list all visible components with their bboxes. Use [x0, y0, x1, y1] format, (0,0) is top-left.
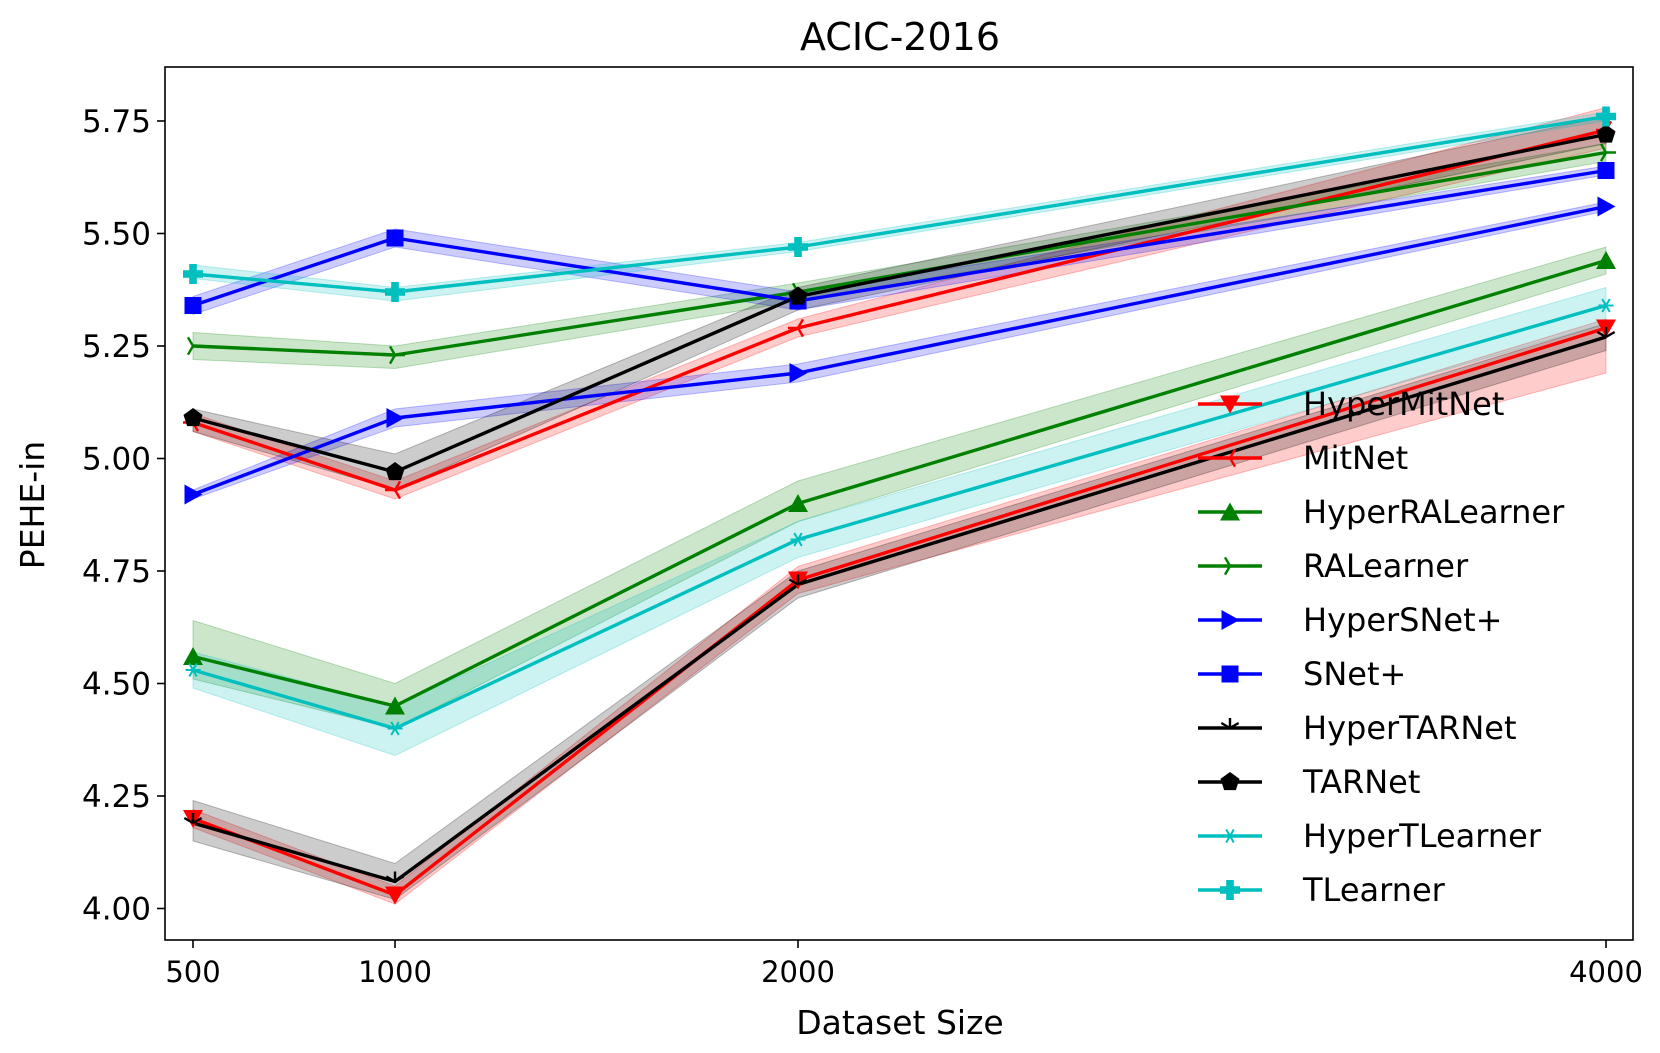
y-tick-label: 4.75 — [82, 554, 151, 590]
line-hypertlearner — [192, 303, 1607, 731]
point-hyperralearner-1000 — [385, 696, 405, 715]
legend-label-hypersnet: HyperSNet+ — [1303, 601, 1502, 639]
point-ralearner-4000 — [1599, 143, 1616, 162]
point-mitnet-1000 — [385, 480, 402, 500]
point-hypersnet-500 — [184, 484, 203, 505]
legend-label-tlearner: TLearner — [1302, 871, 1446, 909]
point-snet-500 — [184, 297, 202, 314]
x-axis: 500 1000 2000 4000 — [165, 940, 1643, 989]
point-hypersnet-2000 — [789, 363, 808, 383]
point-hypersnet-4000 — [1597, 196, 1616, 217]
y-axis-label: PEHE-in — [13, 441, 52, 569]
point-hypertarnet-4000 — [1596, 327, 1616, 339]
point-tlearner-4000 — [1596, 106, 1616, 127]
line-hyperralearner — [192, 258, 1607, 708]
point-hypertlearner-1000 — [387, 721, 403, 736]
point-hyperralearner-500 — [183, 647, 203, 665]
point-hypertarnet-1000 — [385, 871, 405, 883]
y-axis: 4.00 4.25 4.50 4.75 5.00 5.25 5.50 5.75 — [82, 104, 165, 928]
line-hypermitnet — [192, 326, 1607, 897]
x-tick-label: 2000 — [761, 955, 835, 989]
point-hypertlearner-2000 — [790, 532, 806, 547]
point-snet-4000 — [1597, 162, 1615, 179]
x-tick-label: 1000 — [358, 955, 432, 989]
point-tlearner-500 — [183, 264, 203, 284]
legend-label-hypertarnet: HyperTARNet — [1303, 709, 1517, 747]
chart-title: ACIC-2016 — [800, 15, 1000, 59]
legend-label-ralearner: RALearner — [1303, 547, 1469, 585]
line-hypersnet — [192, 204, 1607, 497]
series-lines — [192, 114, 1607, 897]
point-snet-1000 — [386, 229, 404, 247]
y-tick-label: 4.50 — [82, 667, 151, 703]
legend-marker-hyperralearner — [1220, 502, 1240, 521]
point-mitnet-2000 — [788, 318, 805, 338]
legend-marker-snet — [1221, 665, 1239, 683]
line-hypertarnet — [192, 335, 1607, 884]
y-tick-label: 4.25 — [82, 779, 151, 815]
point-tlearner-1000 — [385, 282, 405, 302]
legend-marker-hypersnet — [1221, 610, 1240, 630]
legend-label-mitnet: MitNet — [1303, 439, 1408, 477]
band-hypertarnet — [192, 322, 1607, 901]
x-tick-label: 4000 — [1569, 955, 1643, 989]
y-tick-label: 5.00 — [82, 442, 151, 478]
point-tarnet-1000 — [385, 462, 405, 481]
point-hyperralearner-4000 — [1596, 251, 1616, 269]
band-ralearner — [192, 142, 1607, 370]
legend-label-tarnet: TARNet — [1302, 763, 1420, 801]
y-tick-label: 4.00 — [82, 892, 151, 928]
y-tick-label: 5.25 — [82, 329, 151, 365]
point-hypertarnet-2000 — [788, 574, 808, 586]
legend-label-hypermitnet: HyperMitNet — [1303, 385, 1504, 423]
x-axis-label: Dataset Size — [796, 1003, 1003, 1042]
plot-frame — [164, 66, 1634, 941]
legend-marker-mitnet — [1220, 448, 1237, 468]
y-tick-label: 5.50 — [82, 217, 151, 253]
point-hypertarnet-500 — [183, 813, 203, 825]
line-tlearner — [192, 114, 1607, 294]
legend-marker-hypertlearner — [1222, 829, 1238, 843]
line-ralearner — [192, 150, 1607, 357]
point-tarnet-2000 — [788, 286, 808, 305]
point-hypertlearner-500 — [185, 663, 201, 677]
point-tlearner-2000 — [788, 237, 808, 257]
point-ralearner-500 — [186, 336, 203, 356]
legend-marker-hypertarnet — [1220, 718, 1240, 730]
legend-label-snet: SNet+ — [1303, 655, 1406, 693]
series-markers — [183, 106, 1616, 905]
legend-label-hypertlearner: HyperTLearner — [1303, 817, 1542, 855]
point-tarnet-4000 — [1596, 124, 1616, 143]
legend-marker-ralearner — [1223, 556, 1240, 576]
x-tick-label: 500 — [165, 955, 220, 989]
point-tarnet-500 — [183, 408, 203, 427]
point-hypermitnet-1000 — [385, 886, 405, 905]
legend-marker-hypermitnet — [1220, 395, 1240, 414]
band-tarnet — [192, 115, 1607, 491]
point-hypertlearner-4000 — [1598, 298, 1614, 313]
legend-label-hyperralearner: HyperRALearner — [1303, 493, 1565, 531]
point-ralearner-1000 — [388, 345, 405, 365]
point-hyperralearner-2000 — [788, 494, 808, 512]
legend-marker-tlearner — [1220, 880, 1240, 900]
point-hypersnet-1000 — [386, 408, 405, 428]
y-tick-label: 5.75 — [82, 104, 151, 140]
legend-marker-tarnet — [1220, 772, 1240, 791]
band-hypermitnet — [192, 318, 1607, 905]
line-tarnet — [192, 132, 1607, 474]
legend: HyperMitNet MitNet HyperRALearner RALearner… — [1198, 385, 1565, 909]
